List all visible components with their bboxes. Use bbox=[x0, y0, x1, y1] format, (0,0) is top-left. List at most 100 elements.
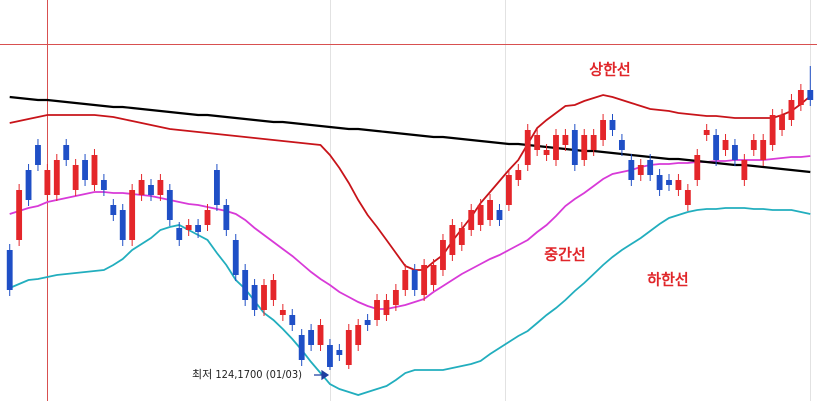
candle-body bbox=[110, 205, 117, 215]
candle-body bbox=[666, 180, 672, 185]
candle-body bbox=[797, 90, 804, 105]
candle-body bbox=[590, 135, 597, 150]
candle-body bbox=[195, 225, 202, 232]
candle-body bbox=[25, 170, 32, 200]
candle-body bbox=[421, 265, 428, 295]
candle-body bbox=[63, 145, 70, 160]
candle-body bbox=[656, 175, 663, 190]
candle-body bbox=[261, 285, 267, 310]
candle-body bbox=[251, 285, 258, 310]
low-annotation: 최저 124,1700 (01/03) bbox=[192, 368, 302, 381]
candle-body bbox=[609, 120, 616, 130]
candle-body bbox=[722, 140, 729, 150]
candle-body bbox=[6, 250, 13, 290]
candle-body bbox=[524, 130, 531, 165]
indicator-line bbox=[9, 155, 811, 310]
annotation-arrow bbox=[314, 369, 330, 381]
candle-body bbox=[487, 200, 493, 220]
candle-body bbox=[176, 228, 183, 240]
candle-body bbox=[581, 135, 588, 160]
candle-body bbox=[449, 225, 456, 255]
candle-body bbox=[732, 145, 738, 160]
candle-body bbox=[148, 185, 154, 195]
candle-body bbox=[82, 160, 88, 180]
candle-body bbox=[289, 315, 296, 325]
candle-body bbox=[553, 135, 559, 160]
candle-body bbox=[16, 190, 23, 240]
candle-body bbox=[430, 265, 437, 285]
candle-body bbox=[468, 210, 475, 230]
indicator-line bbox=[9, 207, 811, 396]
candle-body bbox=[807, 90, 814, 100]
candle-body bbox=[138, 180, 145, 195]
candle-body bbox=[505, 175, 512, 205]
candle-body bbox=[242, 270, 249, 300]
candle-body bbox=[157, 180, 164, 195]
candle-body bbox=[298, 335, 305, 360]
candle-body bbox=[534, 135, 541, 150]
indicator-line bbox=[9, 94, 811, 271]
indicator-lines bbox=[9, 94, 811, 396]
candle-body bbox=[769, 115, 776, 145]
candle-body bbox=[741, 160, 748, 180]
candle-body bbox=[91, 155, 98, 185]
indicator-line bbox=[9, 95, 811, 174]
candle-body bbox=[270, 280, 277, 300]
candle-body bbox=[53, 160, 60, 195]
candle-body bbox=[308, 330, 315, 345]
candle-body bbox=[119, 210, 126, 240]
line-label: 하한선 bbox=[647, 271, 688, 289]
candle-body bbox=[223, 205, 230, 230]
candle-body bbox=[72, 165, 79, 190]
candle-body bbox=[129, 190, 136, 240]
candle-body bbox=[779, 115, 785, 130]
candle-body bbox=[496, 210, 503, 220]
candle-body bbox=[675, 180, 682, 190]
line-label: 중간선 bbox=[544, 246, 585, 264]
candle-body bbox=[628, 160, 635, 180]
candle-body bbox=[477, 205, 484, 225]
candle-body bbox=[637, 165, 644, 175]
candle-body bbox=[713, 135, 720, 160]
candle-body bbox=[35, 145, 41, 165]
candle-body bbox=[392, 290, 399, 305]
candle-body bbox=[684, 190, 691, 205]
candle-body bbox=[317, 325, 324, 345]
candle-body bbox=[355, 325, 362, 345]
candle-body bbox=[703, 130, 710, 135]
candle-body bbox=[185, 225, 192, 230]
candle-body bbox=[571, 130, 578, 165]
candle-body bbox=[402, 270, 409, 290]
candle-body bbox=[411, 270, 418, 290]
candles bbox=[6, 66, 814, 370]
candle-body bbox=[750, 140, 757, 150]
candle-body bbox=[232, 240, 239, 275]
candle-body bbox=[647, 160, 654, 175]
candle-body bbox=[562, 135, 569, 145]
candle-body bbox=[100, 180, 107, 190]
candle-body bbox=[204, 210, 211, 225]
candle-body bbox=[213, 170, 220, 205]
candle-body bbox=[788, 100, 795, 120]
candle-body bbox=[618, 140, 625, 150]
candle-body bbox=[374, 300, 380, 320]
candle-body bbox=[44, 170, 51, 195]
candle-body bbox=[440, 240, 446, 270]
candle-body bbox=[166, 190, 173, 220]
candle-body bbox=[458, 228, 465, 245]
candle-body bbox=[600, 120, 607, 140]
candle-body bbox=[760, 140, 767, 160]
candle-body bbox=[383, 300, 390, 315]
candle-body bbox=[543, 150, 550, 155]
candle-body bbox=[327, 345, 333, 367]
candle-body bbox=[364, 320, 371, 325]
line-label: 상한선 bbox=[589, 61, 630, 79]
candle-body bbox=[515, 170, 522, 180]
candle-body bbox=[279, 310, 286, 315]
candle-body bbox=[694, 155, 701, 180]
candle-body bbox=[345, 330, 352, 365]
candle-body bbox=[336, 350, 343, 355]
